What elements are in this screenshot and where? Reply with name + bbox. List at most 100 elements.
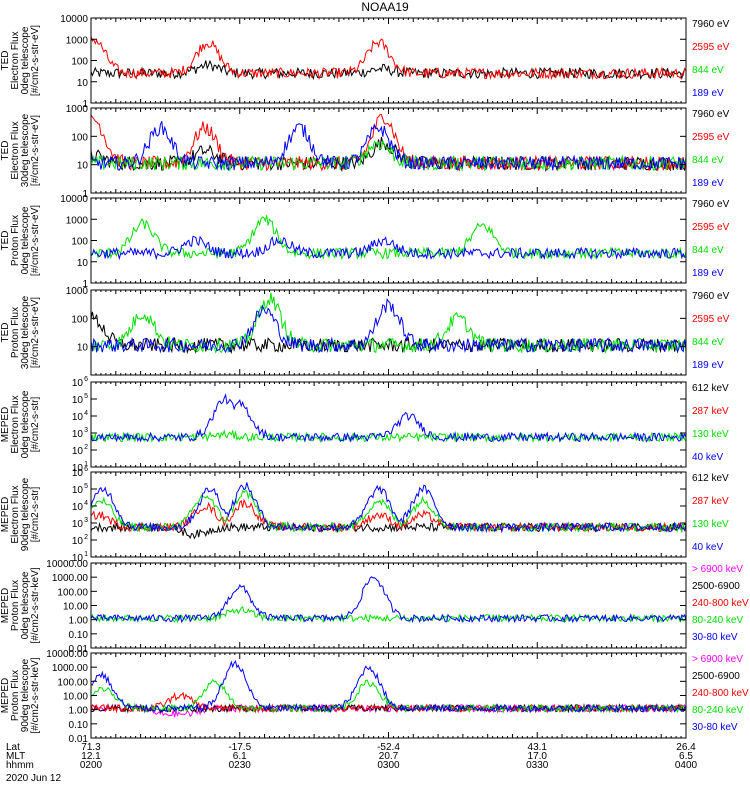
y-axis-label-line: 0deg telescope — [20, 206, 31, 274]
y-tick-label: 100.00 — [57, 587, 88, 598]
footer-mlt: 12.1 — [81, 751, 101, 762]
footer-hhmm: 0300 — [377, 760, 400, 771]
y-tick-exponent: 3 — [84, 517, 88, 524]
y-tick-label: 10 — [77, 258, 89, 269]
y-tick-exponent: 4 — [84, 410, 88, 417]
y-axis-label-line: MEPED — [0, 678, 11, 714]
trace-7960-ev — [90, 311, 687, 355]
trace-844-ev — [90, 140, 687, 172]
y-tick-label: 10 — [77, 78, 89, 89]
y-axis-label: TEDProton Flux0deg telescope[#/cm2-s-str… — [0, 205, 41, 276]
y-axis-label: MEPEDProton Flux90deg telescope[#/cm2-s-… — [0, 657, 41, 733]
y-tick-label: 1000 — [66, 286, 89, 297]
y-axis-label-line: Electron Flux — [10, 485, 21, 543]
legend-7960-ev: 7960 eV — [692, 291, 730, 302]
y-tick-label: 0.10 — [69, 720, 89, 731]
y-tick-label: 10000 — [60, 14, 88, 25]
legend-2500-6900: 2500-6900 — [692, 671, 740, 682]
panel-frame — [90, 197, 687, 284]
panel-frame — [90, 471, 687, 558]
legend-30-80-kev: 30-80 keV — [692, 722, 738, 733]
legend-2500-6900: 2500-6900 — [692, 581, 740, 592]
y-axis-label-line: Proton Flux — [10, 307, 21, 358]
legend-612-kev: 612 keV — [692, 383, 729, 394]
legend-189-ev: 189 eV — [692, 178, 724, 189]
legend-2595-ev: 2595 eV — [692, 222, 730, 233]
y-tick-exponent: 1 — [84, 551, 88, 558]
trace-30-80-kev — [90, 576, 687, 624]
y-tick-exponent: 5 — [84, 393, 88, 400]
legend-844-ev: 844 eV — [692, 65, 724, 76]
trace-7960-ev — [90, 59, 687, 81]
y-tick-label: 10 — [77, 343, 89, 354]
y-tick-label: 1000.00 — [52, 573, 89, 584]
y-axis-label-line: TED — [0, 51, 11, 71]
y-tick-label: 1000 — [66, 104, 89, 115]
footer-mlt: 6.1 — [233, 751, 247, 762]
y-tick-label: 1000.00 — [52, 663, 89, 674]
y-axis-label-line: 30deg telescope — [20, 113, 31, 187]
footer-hhmm: 0330 — [526, 760, 549, 771]
footer-row-label-lat: Lat — [6, 742, 20, 753]
y-tick-label: 1000 — [66, 35, 89, 46]
y-axis-label-line: MEPED — [0, 497, 11, 533]
trace-40-kev — [90, 482, 687, 534]
y-tick-label: 10 — [72, 468, 84, 479]
y-tick-label: 1 — [82, 189, 88, 200]
legend-189-ev: 189 eV — [692, 360, 724, 371]
trace-2595-ev — [90, 35, 687, 81]
footer-mlt: 6.5 — [679, 751, 693, 762]
legend-30-80-kev: 30-80 keV — [692, 632, 738, 643]
y-axis-label-line: Proton Flux — [10, 670, 21, 721]
footer-mlt: 17.0 — [528, 751, 548, 762]
legend-240-800-kev: 240-800 keV — [692, 688, 749, 699]
y-tick-label: 1000 — [66, 215, 89, 226]
y-axis-label-line: [#/cm2-s-str-eV] — [30, 115, 41, 186]
y-tick-label: 10000.00 — [46, 649, 88, 660]
panel-ted-proton-30deg: 10 100 1000 TEDProton Flux30deg telescope[#… — [0, 286, 730, 376]
panel-meped-proton-0deg: 0.01 0.10 1.00 10.00 100.00 1000.00 10000.00 ME… — [0, 559, 749, 655]
panel-ted-electron-30deg: 1 10 100 1000 TEDElectron Flux30deg telescop… — [0, 104, 730, 200]
y-axis-label-line: [#/cm2-s-str] — [30, 397, 41, 453]
trace-30-80-kev — [90, 659, 687, 714]
y-tick-label: 100 — [71, 314, 88, 325]
y-tick-label: 0.10 — [69, 630, 89, 641]
y-tick-label: 100.00 — [57, 677, 88, 688]
y-axis-label-line: Electron Flux — [10, 395, 21, 453]
panel-ted-proton-0deg: 1 10 100 1000 10000 TEDProton Flux0deg telesc… — [0, 194, 730, 290]
legend-287-kev: 287 keV — [692, 406, 729, 417]
legend-40-kev: 40 keV — [692, 452, 723, 463]
panel-frame — [90, 17, 687, 104]
y-axis-label: TEDElectron Flux0deg telescope[#/cm2-s-s… — [0, 25, 41, 96]
y-axis-label: TEDProton Flux30deg telescope[#/cm2-s-st… — [0, 295, 41, 369]
y-axis-label-line: [#/cm2-s-str] — [30, 487, 41, 543]
y-tick-exponent: 2 — [84, 534, 88, 541]
y-tick-label: 10 — [72, 553, 84, 564]
y-axis-label-line: TED — [0, 141, 11, 161]
legend--6900-kev: > 6900 keV — [692, 564, 743, 575]
y-tick-exponent: 3 — [84, 427, 88, 434]
trace-80-240-kev — [90, 606, 687, 624]
y-tick-label: 10 — [72, 429, 84, 440]
legend-80-240-kev: 80-240 keV — [692, 615, 743, 626]
panel-meped-proton-90deg: 0.01 0.10 1.00 10.00 100.00 1000.00 10000.00 ME… — [0, 649, 749, 745]
y-axis-label-line: [#/cm2-s-str-keV] — [30, 657, 41, 733]
y-tick-label: 10 — [72, 485, 84, 496]
y-axis-label-line: 90deg telescope — [20, 477, 31, 551]
panel-frame — [90, 562, 687, 649]
y-axis-label-line: MEPED — [0, 588, 11, 624]
y-tick-label: 10.00 — [63, 602, 88, 613]
y-axis-label-line: [#/cm2-s-str-keV] — [30, 567, 41, 643]
y-axis-label-line: 0deg telescope — [20, 390, 31, 458]
footer-mlt: 20.7 — [379, 751, 399, 762]
y-axis-label: MEPEDProton Flux0deg telescope[#/cm2-s-s… — [0, 567, 41, 643]
legend-240-800-kev: 240-800 keV — [692, 598, 749, 609]
y-tick-label: 1.00 — [69, 616, 89, 627]
legend-2595-ev: 2595 eV — [692, 132, 730, 143]
trace-844-ev — [90, 215, 687, 260]
y-tick-exponent: 6 — [84, 466, 88, 473]
footer-lat: -52.4 — [377, 742, 400, 753]
